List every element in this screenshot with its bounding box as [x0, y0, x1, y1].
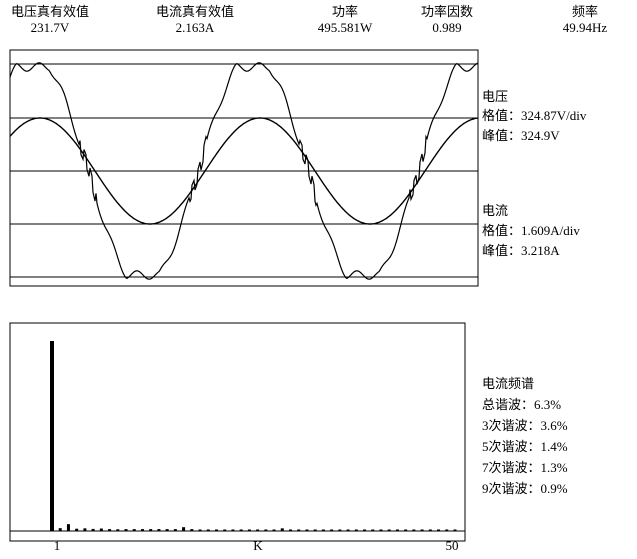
harmonic-bar [75, 528, 79, 531]
harmonic-bar [149, 529, 153, 531]
harmonic-bar [157, 529, 161, 531]
harmonic-bar [108, 529, 112, 531]
harmonic-bar [445, 529, 449, 531]
spectrum-frame [9, 322, 466, 542]
harmonic-info: 总谐波：6.3% [482, 397, 561, 412]
harmonic-bar [173, 529, 177, 531]
harmonic-bar [280, 528, 284, 531]
harmonic-bar [297, 529, 301, 531]
harmonic-bar [321, 529, 325, 531]
harmonic-bar [346, 529, 350, 531]
measure-label: 功率 [332, 4, 358, 19]
harmonic-bar [256, 529, 260, 531]
harmonic-info: 9次谐波：0.9% [482, 481, 568, 496]
current-peak: 峰值：3.218A [482, 243, 560, 258]
harmonic-bar [404, 529, 408, 531]
harmonic-info: 3次谐波：3.6% [482, 418, 568, 433]
harmonic-bar [338, 529, 342, 531]
harmonic-bar [354, 529, 358, 531]
harmonic-bar [165, 529, 169, 531]
harmonic-info: 7次谐波：1.3% [482, 460, 568, 475]
harmonic-bar [363, 529, 367, 531]
harmonic-bar [395, 529, 399, 531]
harmonic-bar [99, 528, 103, 531]
harmonic-bar [140, 529, 144, 531]
x-label: 1 [54, 538, 61, 553]
measure-label: 功率因数 [421, 4, 473, 19]
harmonic-bar [190, 529, 194, 531]
harmonic-bar [182, 527, 186, 531]
harmonic-bar [223, 529, 227, 531]
harmonic-bar [371, 529, 375, 531]
harmonic-bar [247, 529, 251, 531]
current-scale: 格值：1.609A/div [482, 223, 580, 238]
harmonic-bar [124, 529, 128, 531]
measure-value: 0.989 [432, 20, 461, 35]
harmonic-bar [420, 529, 424, 531]
voltage-peak: 峰值：324.9V [482, 128, 560, 143]
harmonic-bar [412, 529, 416, 531]
x-label: K [253, 538, 263, 553]
measure-value: 495.581W [318, 20, 373, 35]
voltage-scale: 格值：324.87V/div [482, 108, 587, 123]
harmonic-bar [214, 529, 218, 531]
harmonic-bar [91, 528, 95, 531]
harmonic-bar [289, 529, 293, 531]
harmonic-bar [305, 529, 309, 531]
harmonic-bar [272, 529, 276, 531]
measure-label: 频率 [572, 4, 598, 19]
harmonic-bar [198, 529, 202, 531]
voltage-title: 电压 [482, 89, 508, 104]
measure-value: 231.7V [31, 20, 70, 35]
harmonic-bar [453, 529, 457, 531]
measure-value: 2.163A [176, 20, 215, 35]
harmonic-bar [264, 529, 268, 531]
current-title: 电流 [482, 203, 508, 218]
harmonic-bar [231, 529, 235, 531]
harmonic-bar [58, 528, 62, 531]
waveform-frame [9, 49, 479, 287]
current-wave [9, 117, 479, 225]
harmonic-bar [437, 529, 441, 531]
harmonic-bar [428, 529, 432, 531]
spectrum-title: 电流频谱 [482, 376, 534, 391]
harmonic-bar [66, 524, 70, 531]
harmonic-bar [387, 529, 391, 531]
harmonic-bar [239, 529, 243, 531]
voltage-wave [9, 62, 479, 280]
harmonic-bar [50, 341, 54, 531]
measure-label: 电压真有效值 [11, 4, 89, 19]
harmonic-bar [313, 529, 317, 531]
harmonic-bar [206, 529, 210, 531]
measure-label: 电流真有效值 [156, 4, 234, 19]
harmonic-bar [379, 529, 383, 531]
x-label: 50 [446, 538, 459, 553]
harmonic-info: 5次谐波：1.4% [482, 439, 568, 454]
harmonic-bar [132, 529, 136, 531]
harmonic-bar [330, 529, 334, 531]
harmonic-bar [116, 529, 120, 531]
harmonic-bar [83, 528, 87, 531]
measure-value: 49.94Hz [563, 20, 608, 35]
